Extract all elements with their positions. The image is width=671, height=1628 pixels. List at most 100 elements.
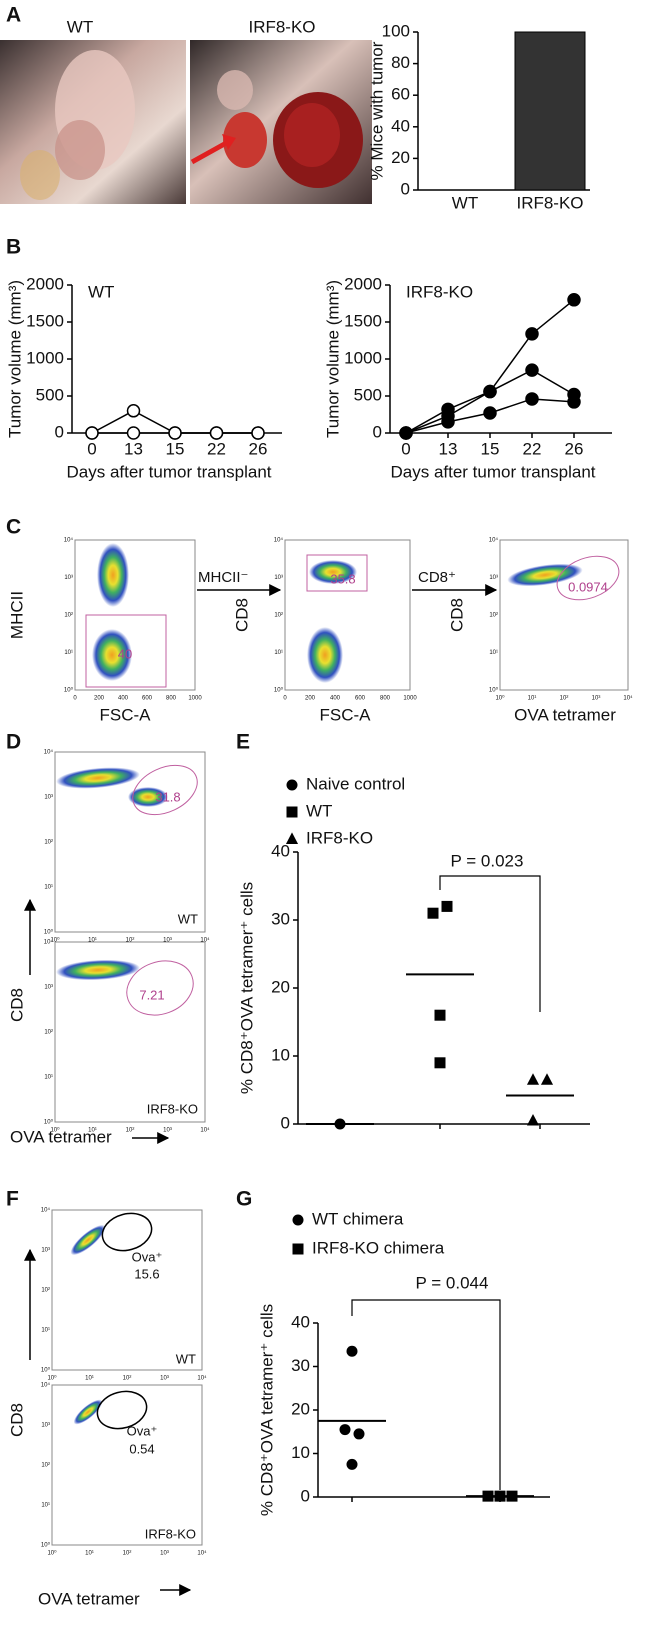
flow-tick-label: 10²: [41, 1463, 50, 1469]
y-axis-label: % CD8⁺OVA tetramer⁺ cells: [237, 882, 256, 1094]
flow-tick-label: 10²: [44, 840, 53, 846]
data-point: [346, 1458, 358, 1470]
y-tick-label: 40: [271, 841, 290, 860]
gate-value: 35.8: [330, 571, 355, 586]
gate: [96, 1390, 148, 1430]
flow-tick-label: 10²: [126, 1128, 135, 1134]
cell-density: [70, 1224, 106, 1256]
flow-tick-label: 10³: [44, 985, 53, 991]
axis-label: CD8: [7, 988, 26, 1022]
panel-label: D: [6, 731, 21, 754]
flow-tick-label: 10⁰: [64, 687, 74, 694]
flow-tick-label: 10¹: [489, 650, 498, 656]
flow-tick-label: 10³: [163, 1128, 172, 1134]
legend-label: Naive control: [306, 774, 405, 793]
legend-label: WT: [306, 801, 332, 820]
data-point: [427, 907, 439, 919]
flow-tick-label: 10¹: [85, 1551, 94, 1557]
flow-tick-label: 10⁰: [50, 937, 60, 944]
flow-plot-frame: [51, 1384, 203, 1546]
y-tick-label: 1000: [344, 348, 382, 367]
photo-label: IRF8-KO: [248, 17, 315, 36]
flow-tick-label: 0: [283, 696, 287, 702]
photo-label: WT: [67, 17, 93, 36]
cell-density: [73, 1399, 103, 1425]
flow-tick-label: 10²: [123, 1376, 132, 1382]
flow-tick-label: 10³: [592, 696, 601, 702]
annotation: WT: [88, 282, 114, 301]
axis-label: MHCII: [7, 591, 26, 639]
panel-label: C: [6, 516, 21, 539]
flow-tick-label: 10⁴: [489, 537, 499, 544]
flow-tick-label: 10¹: [274, 650, 283, 656]
flow-plot-frame: [51, 1209, 203, 1371]
flow-tick-label: 10⁰: [50, 1127, 60, 1134]
data-point: [525, 392, 539, 406]
data-point: [85, 426, 99, 440]
data-point: [399, 426, 413, 440]
data-point: [434, 1009, 446, 1021]
plot-label: IRF8-KO: [147, 1101, 198, 1116]
y-tick-label: 1000: [26, 348, 64, 367]
legend-label: IRF8-KO: [306, 828, 373, 847]
flow-tick-label: 10⁴: [200, 1127, 210, 1134]
photo: [190, 40, 372, 204]
gate: [132, 764, 198, 816]
flow-plot-frame: [499, 539, 629, 691]
panel-label: G: [236, 1188, 252, 1211]
flow-tick-label: 10⁴: [197, 1375, 207, 1382]
y-tick-label: 1500: [26, 311, 64, 330]
flow-tick-label: 10⁴: [44, 749, 54, 756]
data-point: [339, 1424, 351, 1436]
x-tick-label: WT: [452, 193, 478, 212]
y-tick-label: 500: [354, 385, 382, 404]
data-point: [483, 406, 497, 420]
arrow-label: CD8⁺: [418, 569, 456, 586]
flow-tick-label: 10²: [44, 1030, 53, 1036]
plot-label: WT: [178, 911, 198, 926]
x-tick-label: 26: [565, 439, 584, 458]
annotation: IRF8-KO: [406, 282, 473, 301]
gate: [126, 960, 194, 1016]
legend-marker: [292, 1243, 304, 1255]
x-tick-label: 0: [87, 439, 96, 458]
y-tick-label: 40: [291, 1312, 310, 1331]
flow-tick-label: 10⁰: [41, 1367, 51, 1374]
flow-tick-label: 10⁰: [274, 687, 284, 694]
flow-tick-label: 0: [73, 696, 77, 702]
gate: [556, 555, 620, 601]
cell-density: [97, 543, 129, 607]
x-tick-label: IRF8-KO: [516, 193, 583, 212]
flow-tick-label: 800: [380, 696, 391, 702]
flow-tick-label: 10¹: [85, 1376, 94, 1382]
cell-density: [56, 767, 140, 789]
panel-label: B: [6, 236, 21, 259]
flow-tick-label: 10³: [64, 575, 73, 581]
flow-tick-label: 10⁰: [44, 1119, 54, 1126]
data-point: [441, 415, 455, 429]
flow-tick-label: 10¹: [44, 1075, 53, 1081]
flow-tick-label: 10³: [44, 795, 53, 801]
axis-label: OVA tetramer: [514, 705, 616, 724]
y-tick-label: 40: [391, 116, 410, 135]
y-tick-label: 0: [401, 179, 410, 198]
significance-bracket: [439, 875, 541, 1012]
y-tick-label: 20: [291, 1399, 310, 1418]
x-axis-label: Days after tumor transplant: [390, 462, 595, 481]
y-tick-label: 60: [391, 85, 410, 104]
y-tick-label: 10: [271, 1045, 290, 1064]
data-point: [525, 327, 539, 341]
y-tick-label: 100: [382, 21, 410, 40]
x-tick-label: 26: [249, 439, 268, 458]
y-tick-label: 1500: [344, 311, 382, 330]
flow-tick-label: 600: [142, 696, 153, 702]
flow-tick-label: 10⁴: [41, 1382, 51, 1389]
data-point: [441, 900, 453, 912]
data-point: [540, 1073, 554, 1085]
flow-tick-label: 10⁰: [489, 687, 499, 694]
data-point: [483, 384, 497, 399]
y-tick-label: 80: [391, 53, 410, 72]
flow-tick-label: 10⁴: [197, 1550, 207, 1557]
legend-marker: [286, 779, 298, 791]
flow-tick-label: 400: [118, 696, 129, 702]
